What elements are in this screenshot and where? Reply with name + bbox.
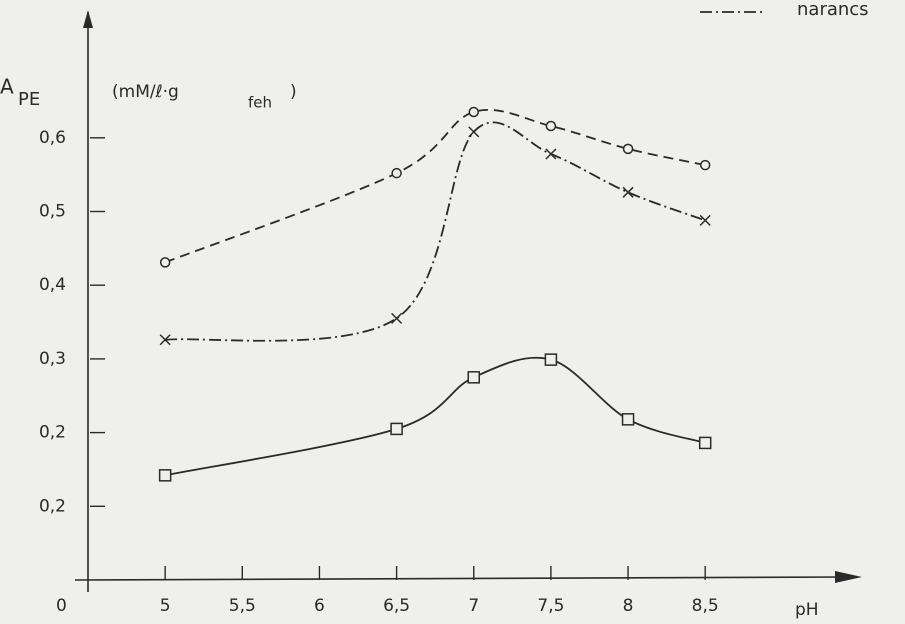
y-tick-label: 0,2 <box>39 496 66 516</box>
point <box>159 257 171 268</box>
point <box>391 312 403 324</box>
line <box>164 108 706 264</box>
unit-label-end: ) <box>290 82 297 102</box>
y-tick-label: 0,2 <box>39 423 66 443</box>
point <box>699 159 711 171</box>
x-tick-label: 7 <box>468 596 479 616</box>
legend-label: narancs <box>797 0 869 20</box>
point <box>622 143 634 155</box>
y-tick-label: 0,5 <box>39 202 66 222</box>
point <box>699 214 711 226</box>
x-tick-label: 8 <box>623 596 634 616</box>
point <box>467 371 480 384</box>
x-tick-label: 6 <box>314 596 325 616</box>
x-tick-label: 5 <box>160 596 171 616</box>
point <box>468 126 480 138</box>
point <box>621 413 635 426</box>
unit-label: (mM/ℓ·g <box>112 82 179 102</box>
point <box>544 353 558 366</box>
x-tick-label: 5,5 <box>229 596 256 616</box>
point <box>158 469 172 482</box>
point <box>545 148 557 160</box>
y-tick-label: 0,4 <box>39 275 66 295</box>
origin-label: 0 <box>56 596 67 616</box>
point <box>390 422 403 436</box>
x-arrow <box>835 571 862 583</box>
y-axis-label: A <box>0 75 14 99</box>
x-tick-label: 7,5 <box>537 596 564 616</box>
y-arrow <box>83 10 93 28</box>
x-axis <box>74 576 851 581</box>
point <box>159 334 171 346</box>
x-tick-label: 6,5 <box>383 596 410 616</box>
y-tick-label: 0,3 <box>39 349 66 369</box>
unit-label-sub: feh <box>248 94 272 112</box>
x-axis-label: pH <box>795 600 819 620</box>
point <box>468 106 479 118</box>
point <box>698 436 712 450</box>
point <box>622 186 634 198</box>
y-tick-label: 0,6 <box>39 128 66 148</box>
x-tick-label: 8,5 <box>692 596 719 616</box>
y-axis-label-sub: PE <box>18 89 40 110</box>
point <box>545 120 557 132</box>
point <box>391 167 402 179</box>
